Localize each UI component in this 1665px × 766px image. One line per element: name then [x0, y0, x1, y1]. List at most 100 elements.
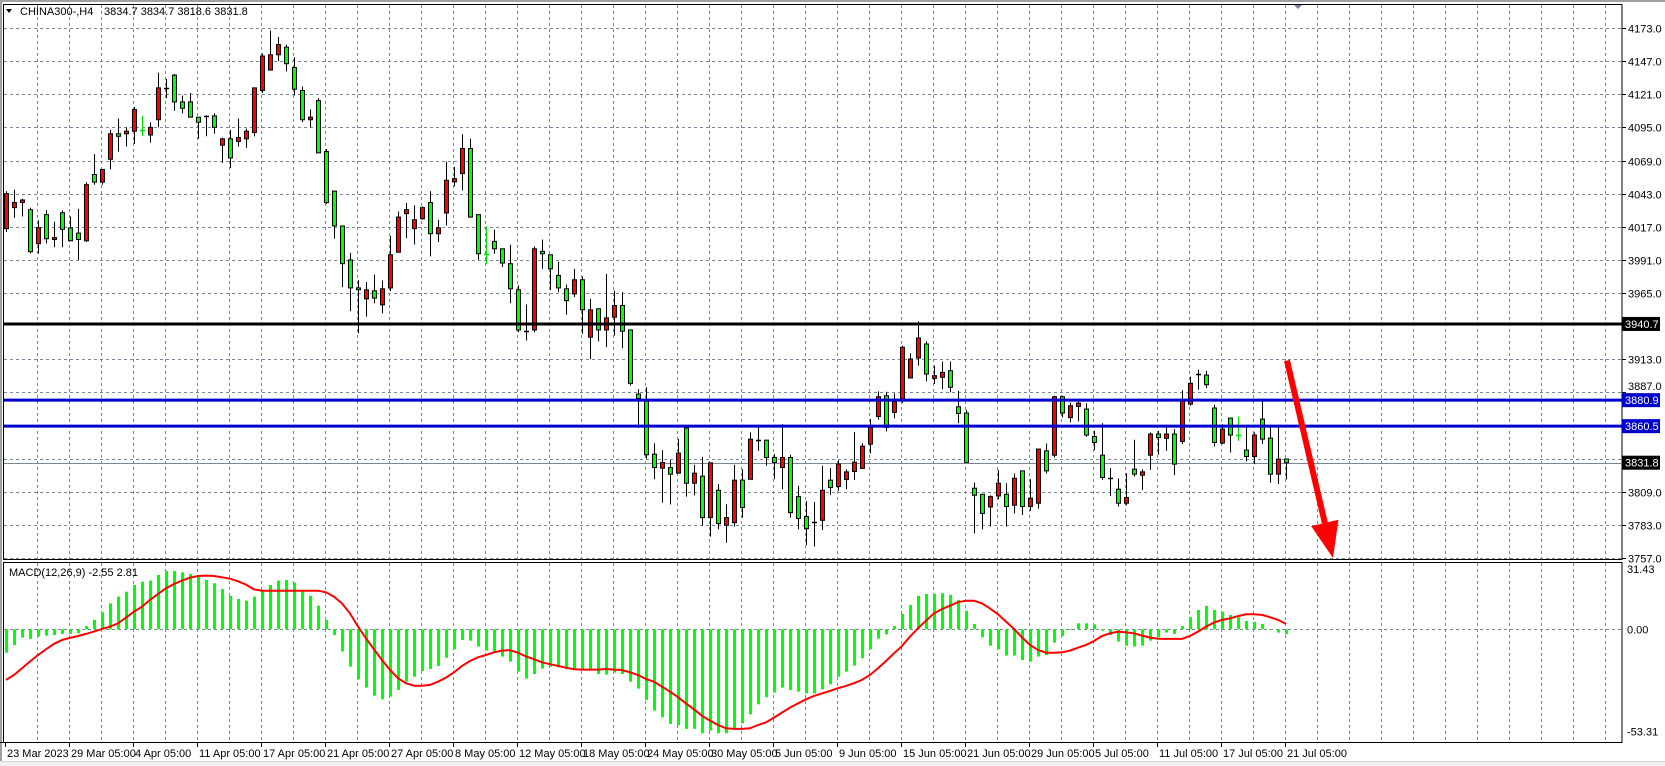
candle[interactable] — [812, 501, 817, 547]
candle[interactable] — [692, 464, 697, 496]
candle[interactable] — [324, 149, 329, 204]
candle[interactable] — [164, 78, 169, 99]
candle[interactable] — [836, 460, 841, 491]
candle[interactable] — [940, 361, 945, 390]
candle[interactable] — [612, 290, 617, 336]
candle[interactable] — [1076, 400, 1081, 422]
candle[interactable] — [892, 393, 897, 419]
candle[interactable] — [36, 220, 41, 254]
candle[interactable] — [740, 469, 745, 518]
candle[interactable] — [1236, 416, 1241, 441]
candle[interactable] — [1036, 448, 1041, 509]
candle[interactable] — [60, 210, 65, 248]
candle[interactable] — [804, 500, 809, 546]
candle[interactable] — [852, 431, 857, 481]
candle[interactable] — [964, 410, 969, 463]
candle[interactable] — [244, 128, 249, 148]
candle[interactable] — [196, 116, 201, 139]
candle[interactable] — [620, 292, 625, 349]
candle[interactable] — [1172, 429, 1177, 476]
candle[interactable] — [876, 391, 881, 420]
candle[interactable] — [52, 221, 57, 248]
candle[interactable] — [268, 30, 273, 71]
candle[interactable] — [1004, 483, 1009, 527]
candle[interactable] — [660, 450, 665, 503]
candle[interactable] — [412, 205, 417, 245]
candle[interactable] — [124, 127, 129, 147]
candle[interactable] — [236, 118, 241, 147]
candle[interactable] — [1116, 478, 1121, 507]
candle[interactable] — [428, 191, 433, 257]
candle[interactable] — [916, 321, 921, 366]
candle[interactable] — [252, 87, 257, 137]
candle[interactable] — [228, 129, 233, 169]
candle[interactable] — [1252, 432, 1257, 465]
candle[interactable] — [668, 460, 673, 505]
candle[interactable] — [924, 341, 929, 382]
triangle-down-icon[interactable] — [6, 9, 12, 13]
candle[interactable] — [316, 98, 321, 154]
candle[interactable] — [860, 443, 865, 469]
candle[interactable] — [1164, 427, 1169, 451]
candle[interactable] — [276, 36, 281, 62]
candle[interactable] — [556, 262, 561, 293]
candle[interactable] — [1068, 402, 1073, 423]
candle[interactable] — [420, 206, 425, 220]
candle[interactable] — [780, 424, 785, 490]
candle[interactable] — [396, 211, 401, 253]
candle[interactable] — [1044, 443, 1049, 474]
candle[interactable] — [932, 365, 937, 384]
candle[interactable] — [908, 353, 913, 379]
candle[interactable] — [492, 229, 497, 254]
candle[interactable] — [44, 210, 49, 244]
candle[interactable] — [332, 190, 337, 239]
candle[interactable] — [100, 168, 105, 185]
candle[interactable] — [1268, 427, 1273, 483]
candle[interactable] — [540, 239, 545, 269]
candle[interactable] — [788, 454, 793, 518]
candle[interactable] — [220, 137, 225, 164]
candle[interactable] — [452, 166, 457, 187]
candle[interactable] — [1084, 403, 1089, 437]
candle[interactable] — [68, 216, 73, 242]
candle[interactable] — [12, 189, 17, 218]
candle[interactable] — [1092, 430, 1097, 451]
candle[interactable] — [636, 389, 641, 429]
candle[interactable] — [108, 129, 113, 170]
candle[interactable] — [628, 329, 633, 386]
candle[interactable] — [1140, 469, 1145, 490]
candle[interactable] — [708, 462, 713, 537]
candle[interactable] — [372, 274, 377, 304]
candle[interactable] — [732, 464, 737, 527]
candle[interactable] — [532, 246, 537, 333]
candle[interactable] — [972, 482, 977, 534]
candle[interactable] — [1020, 470, 1025, 515]
chart-shift-marker-icon[interactable] — [1294, 5, 1302, 9]
candle[interactable] — [444, 161, 449, 226]
candle[interactable] — [284, 44, 289, 72]
candle[interactable] — [460, 134, 465, 191]
candle[interactable] — [348, 252, 353, 312]
candle[interactable] — [1284, 458, 1289, 480]
candle[interactable] — [188, 92, 193, 118]
candle[interactable] — [820, 465, 825, 530]
candle[interactable] — [1244, 427, 1249, 462]
candle[interactable] — [1028, 479, 1033, 511]
candle[interactable] — [260, 53, 265, 93]
candle[interactable] — [1204, 370, 1209, 389]
candle[interactable] — [700, 456, 705, 526]
candle[interactable] — [28, 207, 33, 254]
down-arrow-annotation[interactable] — [1284, 359, 1339, 558]
candle[interactable] — [676, 439, 681, 474]
candle[interactable] — [364, 282, 369, 317]
candle[interactable] — [508, 244, 513, 304]
candle[interactable] — [1108, 468, 1113, 496]
candle[interactable] — [748, 432, 753, 480]
candle[interactable] — [484, 226, 489, 265]
candle[interactable] — [772, 454, 777, 480]
candle[interactable] — [156, 72, 161, 128]
candle[interactable] — [92, 154, 97, 185]
candle[interactable] — [1260, 401, 1265, 445]
candle[interactable] — [1100, 423, 1105, 480]
